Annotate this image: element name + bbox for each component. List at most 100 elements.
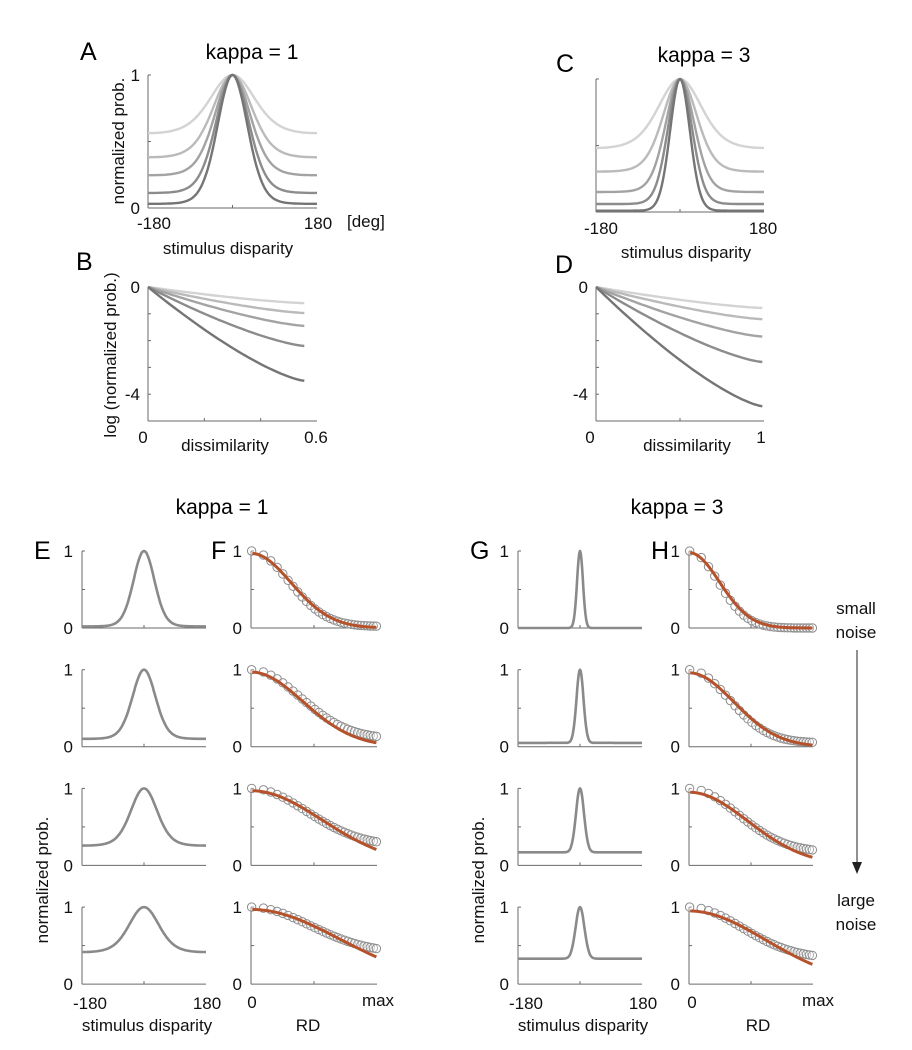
panel-a-title: kappa = 1 bbox=[206, 41, 299, 64]
panel-e-row-1-ytick-1: 1 bbox=[64, 542, 73, 561]
panel-f-row-2-axes bbox=[250, 669, 377, 748]
panel-a-ylabel: normalized prob. bbox=[109, 78, 128, 205]
panel-f-row-2-data-point bbox=[368, 731, 379, 741]
panel-f-row-2-fit-line bbox=[252, 670, 377, 745]
panel-e-row-3-ytick-0: 0 bbox=[64, 856, 73, 875]
panel-e-row-3-curve bbox=[81, 787, 207, 847]
panel-f-row-1-ytick-0: 0 bbox=[233, 619, 242, 638]
panel-f-row-2-ytick-0: 0 bbox=[233, 738, 242, 757]
panel-d-axes bbox=[595, 287, 764, 422]
panel-f-row-3-axes bbox=[250, 787, 377, 866]
panel-e-row-4-axes bbox=[81, 906, 206, 985]
panel-e-ylabel: normalized prob. bbox=[33, 817, 52, 944]
panel-d-curve-2 bbox=[595, 285, 763, 321]
panel-h-row-2-fit-line bbox=[690, 671, 813, 747]
panel-g-row-2-ytick-0: 0 bbox=[500, 738, 509, 757]
annotation-small-noise: noise bbox=[836, 623, 877, 642]
panel-f-row-4-fit-line bbox=[252, 907, 377, 959]
panel-d-curve-4 bbox=[595, 285, 763, 364]
panel-f-row-2-ytick-1: 1 bbox=[233, 661, 242, 680]
panel-f-row-4-axes bbox=[250, 906, 377, 985]
panel-g-xtick-min: -180 bbox=[509, 994, 543, 1013]
panel-e-row-1-ytick-0: 0 bbox=[64, 619, 73, 638]
panel-h-row-3-data-point bbox=[804, 844, 815, 855]
panel-h-row-4-ytick-1: 1 bbox=[671, 898, 680, 917]
panel-f-row-3-ytick-0: 0 bbox=[233, 856, 242, 875]
panel-e-row-2-curve bbox=[81, 668, 207, 741]
panel-g-row-2-ytick-1: 1 bbox=[500, 661, 509, 680]
panel-h-row-1-fit-line bbox=[689, 551, 813, 630]
panel-e-row-4-ytick-0: 0 bbox=[64, 975, 73, 994]
panel-e-xtick-min: -180 bbox=[73, 994, 107, 1013]
panel-g-row-1-axes bbox=[517, 550, 642, 629]
panel-f-row-4-data-point bbox=[371, 943, 382, 954]
panel-g-row-4-ytick-1: 1 bbox=[500, 898, 509, 917]
panel-a-curve-2 bbox=[148, 73, 317, 159]
panel-e-xtick-max: 180 bbox=[193, 994, 221, 1013]
panel-h-xtick-max: max bbox=[802, 991, 835, 1010]
panel-h-row-4-data-point bbox=[807, 950, 818, 961]
panel-f-row-1-fit-line bbox=[252, 551, 377, 629]
panel-letter-d: D bbox=[555, 251, 573, 279]
panel-b-xtick-max: 0.6 bbox=[304, 428, 328, 447]
panel-g-row-3-ytick-0: 0 bbox=[500, 856, 509, 875]
group-g-h-title: kappa = 3 bbox=[631, 496, 724, 519]
panel-c-title: kappa = 3 bbox=[658, 44, 751, 67]
panel-a-x-unit: [deg] bbox=[347, 212, 385, 231]
panel-e-row-4-curve bbox=[81, 905, 207, 954]
panel-c-curve-1 bbox=[596, 77, 764, 150]
panel-letter-c: C bbox=[556, 50, 574, 78]
panel-b-ytick-0: 0 bbox=[131, 278, 140, 297]
panel-g-ylabel: normalized prob. bbox=[469, 817, 488, 944]
panel-d-xlabel: dissimilarity bbox=[643, 436, 731, 455]
panel-g-row-3-axes bbox=[517, 787, 642, 866]
panel-h-row-3-fit-line bbox=[690, 790, 813, 859]
panel-b-curve-5 bbox=[147, 286, 305, 382]
panel-g-row-3-ytick-1: 1 bbox=[500, 779, 509, 798]
panel-g-row-4-curve bbox=[517, 905, 643, 960]
panel-h-row-4-ytick-0: 0 bbox=[671, 975, 680, 994]
panel-d-ytick-m4: -4 bbox=[573, 385, 588, 404]
panel-e-row-2-axes bbox=[81, 669, 206, 748]
panel-h-row-4-data-point bbox=[684, 902, 695, 912]
panel-a-axes bbox=[147, 74, 317, 209]
panel-c-curve-2 bbox=[596, 77, 764, 173]
panel-h-row-3-axes bbox=[688, 787, 813, 866]
annotation-large-noise: noise bbox=[836, 915, 877, 934]
panel-c-xlabel: stimulus disparity bbox=[621, 243, 752, 262]
panel-b-xtick-0: 0 bbox=[138, 428, 147, 447]
panel-f-row-3-data-point bbox=[371, 837, 382, 847]
panel-c-curve-3 bbox=[596, 77, 764, 194]
panel-g-row-1-ytick-0: 0 bbox=[500, 619, 509, 638]
panel-f-row-4-data-point bbox=[368, 943, 379, 953]
panel-letter-g: G bbox=[470, 537, 489, 565]
annotation-small: small bbox=[836, 599, 876, 618]
panel-e-row-3-ytick-1: 1 bbox=[64, 779, 73, 798]
panel-h-row-2-ytick-0: 0 bbox=[671, 738, 680, 757]
panel-a-curve-3 bbox=[148, 73, 317, 177]
panel-h-row-3-ytick-0: 0 bbox=[671, 856, 680, 875]
panel-f-xtick-max: max bbox=[362, 991, 395, 1010]
group-e-f-title: kappa = 1 bbox=[176, 496, 269, 519]
panel-e-row-1-axes bbox=[81, 550, 206, 629]
panel-b-ytick-m4: -4 bbox=[125, 385, 140, 404]
panel-g-xlabel: stimulus disparity bbox=[518, 1016, 649, 1035]
panel-f-row-1-axes bbox=[250, 550, 377, 629]
panel-letter-e: E bbox=[34, 537, 51, 565]
panel-d-ytick-0: 0 bbox=[579, 278, 588, 297]
panel-letter-b: B bbox=[76, 248, 93, 276]
panel-f-row-1-ytick-1: 1 bbox=[233, 542, 242, 561]
arrow-down-icon bbox=[852, 650, 862, 874]
panel-f-xlabel: RD bbox=[296, 1016, 321, 1035]
panel-h-row-4-fit-line bbox=[690, 909, 813, 966]
panel-d-curve-5 bbox=[595, 286, 763, 408]
chart-marks: 1 0 1 0 1 0 1 0 1 0 1 0 1 0 1 0 1 0 1 0 1 0 1 0 1 0 1 0 1 0 1 0 bbox=[64, 73, 818, 994]
panel-f-row-2-data-point bbox=[371, 731, 382, 742]
panel-h-xlabel: RD bbox=[746, 1016, 771, 1035]
panel-c-xtick-max: 180 bbox=[749, 219, 777, 238]
panel-h-row-2-ytick-1: 1 bbox=[671, 661, 680, 680]
panel-h-row-1-ytick-1: 1 bbox=[671, 542, 680, 561]
panel-g-row-1-curve bbox=[517, 549, 643, 630]
panel-b-ylabel: log (normalized prob.) bbox=[101, 272, 120, 437]
